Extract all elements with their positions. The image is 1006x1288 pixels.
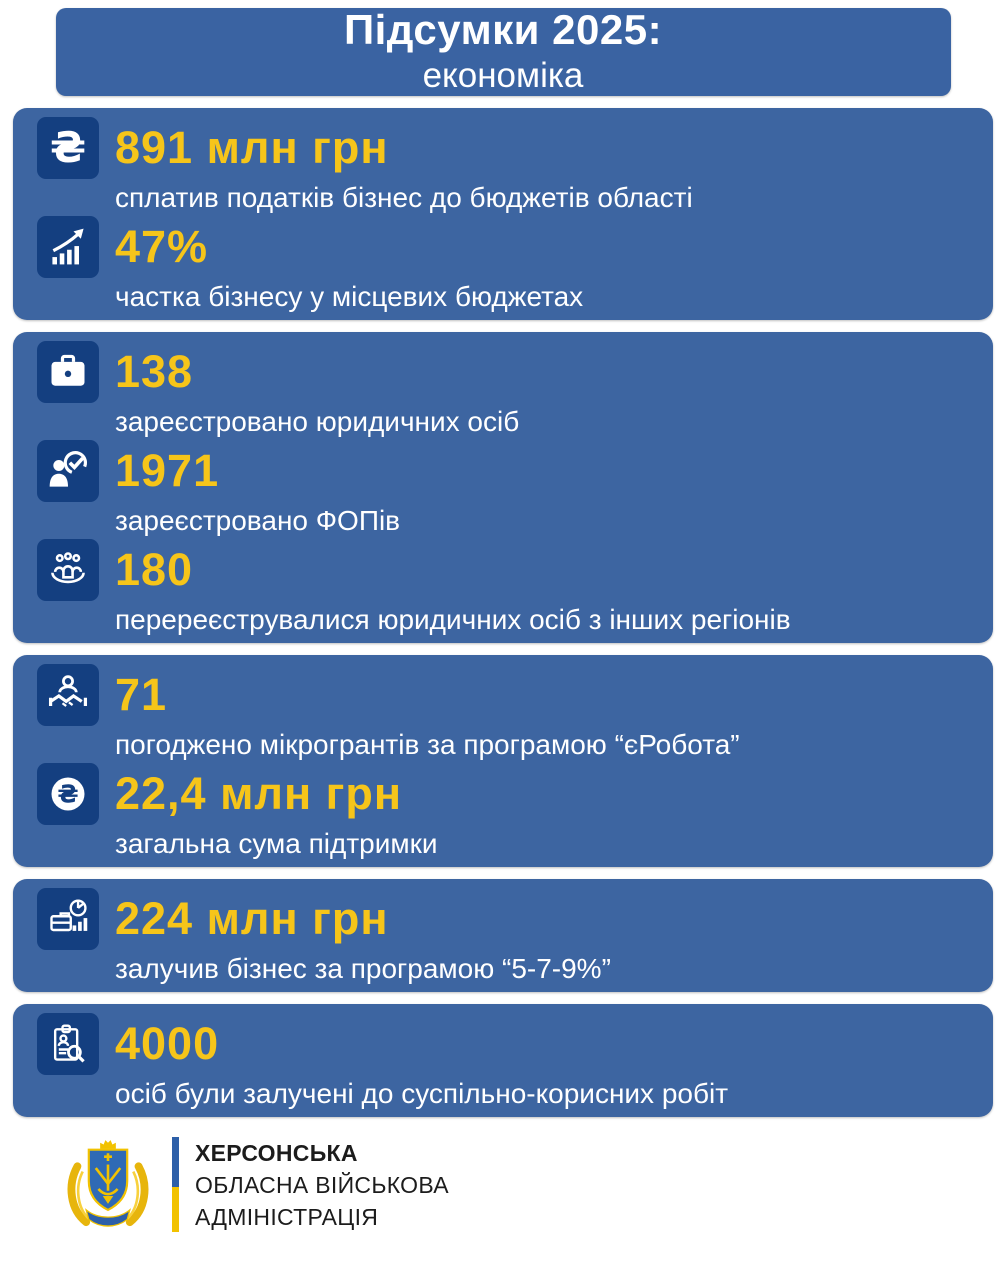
stat-value: 138 (115, 346, 194, 398)
stat-value: 47% (115, 221, 209, 273)
stat-label: загальна сума підтримки (115, 828, 438, 860)
org-line-2: ОБЛАСНА ВІЙСЬКОВА (195, 1171, 449, 1198)
stat-value: 224 млн грн (115, 893, 389, 945)
stat-value: 1971 (115, 445, 220, 497)
stat-row-reregistered: 180 перереєструвалися юридичних осіб з і… (37, 539, 969, 636)
entrepreneur-check-icon (37, 440, 99, 503)
stat-row-579: 224 млн грн залучив бізнес за програмою … (37, 888, 969, 985)
org-line-1: ХЕРСОНСЬКА (195, 1139, 358, 1166)
panel-registrations: 138 зареєстровано юридичних осіб 1971 за… (13, 332, 993, 644)
stat-row-public-works: 4000 осіб були залучені до суспільно-кор… (37, 1013, 969, 1110)
stat-label: частка бізнесу у місцевих бюджетах (115, 281, 584, 313)
org-line-3: АДМІНІСТРАЦІЯ (195, 1203, 379, 1230)
stat-value: 4000 (115, 1018, 220, 1070)
page-subtitle: економіка (422, 55, 584, 95)
panel-microgrants: 71 погоджено мікрогрантів за програмою “… (13, 655, 993, 868)
stat-value: 71 (115, 669, 168, 721)
page-title: Підсумки 2025: (343, 6, 663, 54)
hryvnia-circle-icon: ₴ (37, 763, 99, 826)
stat-label: зареєстровано ФОПів (115, 505, 401, 537)
stat-row-microgrants: 71 погоджено мікрогрантів за програмою “… (37, 664, 969, 761)
clipboard-search-icon (37, 1013, 99, 1076)
organization-name: ХЕРСОНСЬКА ОБЛАСНА ВІЙСЬКОВА АДМІНІСТРАЦ… (195, 1137, 449, 1233)
stat-row-fop: 1971 зареєстровано ФОПів (37, 440, 969, 537)
hryvnia-icon: ₴ (37, 117, 99, 179)
stat-label: залучив бізнес за програмою “5-7-9%” (115, 953, 611, 985)
footer: ХЕРСОНСЬКА ОБЛАСНА ВІЙСЬКОВА АДМІНІСТРАЦ… (60, 1133, 1006, 1236)
title-banner: Підсумки 2025: економіка (55, 6, 951, 96)
business-growth-icon (37, 888, 99, 951)
panel-taxes: ₴ 891 млн грн сплатив податків бізнес до… (13, 108, 993, 321)
stat-label: осіб були залучені до суспільно-корисних… (115, 1078, 729, 1110)
panel-579-program: 224 млн грн залучив бізнес за програмою … (13, 879, 993, 993)
stat-label: погоджено мікрогрантів за програмою “єРо… (115, 729, 740, 761)
stat-row-support-sum: ₴ 22,4 млн грн загальна сума підтримки (37, 763, 969, 860)
kherson-coat-of-arms (60, 1133, 156, 1236)
svg-text:₴: ₴ (57, 779, 78, 808)
stat-label: зареєстровано юридичних осіб (115, 406, 520, 438)
panel-public-works: 4000 осіб були залучені до суспільно-кор… (13, 1004, 993, 1118)
stat-value: 180 (115, 544, 194, 596)
growth-chart-icon (37, 216, 99, 279)
stat-value: 22,4 млн грн (115, 768, 403, 820)
briefcase-icon (37, 341, 99, 404)
handshake-icon (37, 664, 99, 727)
stat-value: 891 млн грн (115, 122, 389, 173)
stat-label: перереєструвалися юридичних осіб з інших… (115, 604, 791, 636)
stat-row-taxes-paid: ₴ 891 млн грн сплатив податків бізнес до… (37, 117, 969, 214)
stat-label: сплатив податків бізнес до бюджетів обла… (115, 182, 693, 213)
stat-row-business-share: 47% частка бізнесу у місцевих бюджетах (37, 216, 969, 313)
flag-divider (172, 1137, 179, 1233)
stat-row-legal-entities: 138 зареєстровано юридичних осіб (37, 341, 969, 438)
team-icon (37, 539, 99, 602)
